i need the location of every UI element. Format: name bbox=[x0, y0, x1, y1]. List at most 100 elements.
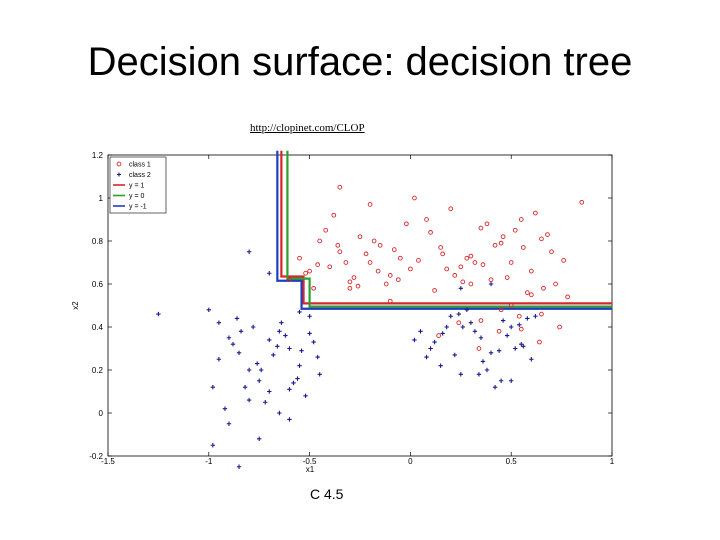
y-tick-label: 0.2 bbox=[92, 366, 104, 375]
class1-point bbox=[557, 324, 562, 330]
class2-point bbox=[432, 339, 437, 345]
class1-point bbox=[357, 234, 363, 240]
class2-point bbox=[267, 271, 272, 276]
x-tick-label: 0.5 bbox=[506, 457, 518, 466]
y-tick-label: -0.2 bbox=[89, 452, 103, 461]
class1-point bbox=[512, 227, 518, 233]
class1-point bbox=[476, 346, 482, 351]
class1-point bbox=[545, 232, 550, 237]
class1-point bbox=[377, 242, 383, 248]
class2-point bbox=[246, 397, 252, 403]
class2-point bbox=[234, 316, 240, 321]
class1-point bbox=[375, 268, 381, 274]
class2-point bbox=[226, 335, 232, 340]
class2-point bbox=[488, 350, 494, 355]
class1-point bbox=[347, 279, 353, 285]
class1-point bbox=[456, 320, 462, 326]
class1-point bbox=[347, 285, 353, 291]
class1-point bbox=[387, 298, 393, 304]
class2-point bbox=[236, 350, 242, 355]
class2-point bbox=[230, 342, 236, 347]
class1-point bbox=[496, 328, 502, 334]
class1-point bbox=[315, 262, 321, 267]
class2-point bbox=[448, 314, 453, 319]
class1-point bbox=[516, 313, 522, 319]
slide-title: Decision surface: decision tree bbox=[87, 40, 633, 84]
class2-point bbox=[246, 367, 252, 373]
class2-point bbox=[238, 329, 244, 334]
class2-point bbox=[496, 348, 502, 353]
class2-point bbox=[513, 346, 518, 351]
class2-point bbox=[517, 322, 522, 328]
caption: C 4.5 bbox=[310, 486, 344, 502]
class2-point bbox=[287, 417, 292, 422]
class1-point bbox=[351, 275, 357, 280]
class1-point bbox=[327, 264, 333, 270]
class2-point bbox=[504, 333, 510, 338]
class2-point bbox=[412, 337, 417, 343]
class2-point bbox=[460, 324, 466, 330]
class2-point bbox=[476, 372, 482, 377]
class2-point bbox=[291, 380, 296, 386]
class1-point bbox=[579, 199, 585, 205]
class1-point bbox=[307, 268, 312, 274]
legend-label: y = 0 bbox=[129, 193, 144, 200]
legend-label: class 2 bbox=[129, 172, 151, 179]
x-tick-label: -1 bbox=[205, 457, 213, 466]
class1-point bbox=[331, 212, 337, 218]
class1-point bbox=[529, 268, 534, 274]
class1-point bbox=[498, 240, 504, 246]
class2-point bbox=[277, 410, 282, 416]
class1-point bbox=[498, 307, 504, 313]
class1-point bbox=[297, 255, 302, 261]
class2-point bbox=[440, 331, 445, 336]
y-tick-label: 0.8 bbox=[92, 237, 104, 246]
y-axis-label: x2 bbox=[71, 301, 80, 310]
class2-point bbox=[287, 387, 292, 392]
class1-point bbox=[452, 273, 458, 278]
class2-point bbox=[246, 249, 252, 254]
class2-point bbox=[456, 311, 461, 317]
class2-point bbox=[307, 314, 312, 319]
class1-point bbox=[424, 217, 429, 222]
class2-point bbox=[267, 389, 272, 394]
source-link[interactable]: http://clopinet.com/CLOP bbox=[250, 122, 365, 134]
class2-point bbox=[271, 352, 276, 358]
class1-point bbox=[303, 270, 308, 276]
class2-point bbox=[472, 329, 478, 334]
class1-point bbox=[529, 292, 534, 298]
class1-point bbox=[404, 221, 409, 227]
class2-point bbox=[424, 354, 429, 360]
class2-point bbox=[257, 378, 262, 383]
class1-point bbox=[436, 333, 441, 338]
class2-point bbox=[287, 346, 292, 351]
class1-point bbox=[317, 238, 323, 244]
class1-point bbox=[492, 242, 498, 248]
x-tick-label: 0 bbox=[408, 457, 413, 466]
class1-point bbox=[508, 260, 514, 265]
class2-point bbox=[277, 329, 282, 334]
class1-point bbox=[500, 234, 506, 240]
class2-point bbox=[216, 320, 222, 325]
class2-point bbox=[250, 324, 256, 330]
class2-point bbox=[279, 320, 284, 325]
class1-point bbox=[549, 249, 554, 255]
class1-point bbox=[367, 202, 373, 207]
class2-point bbox=[156, 311, 161, 317]
class1-point bbox=[343, 260, 349, 265]
class2-point bbox=[259, 367, 264, 373]
class1-point bbox=[565, 294, 570, 300]
class1-point bbox=[518, 217, 524, 222]
class1-point bbox=[539, 311, 544, 317]
class1-point bbox=[408, 266, 413, 272]
class1-point bbox=[335, 242, 341, 248]
class1-point bbox=[448, 206, 454, 212]
class1-point bbox=[508, 303, 514, 308]
class1-point bbox=[383, 281, 389, 287]
class1-point bbox=[539, 236, 544, 242]
class1-point bbox=[363, 251, 369, 257]
class2-point bbox=[533, 314, 538, 319]
class1-point bbox=[428, 230, 433, 235]
class2-point bbox=[307, 331, 312, 336]
